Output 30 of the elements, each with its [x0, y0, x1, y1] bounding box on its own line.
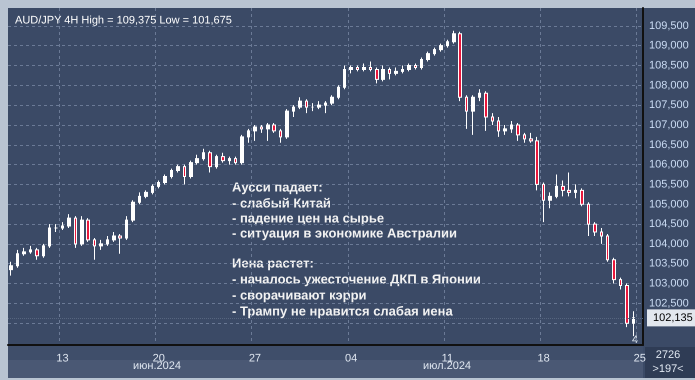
ref-line-label: 102,135 — [653, 312, 693, 324]
y-tick-label: 106,500 — [649, 138, 689, 151]
annotation: - началось ужесточение ДКП в Японии — [232, 272, 481, 286]
text: >197< — [652, 363, 684, 375]
y-tick-label: 103,000 — [649, 278, 689, 290]
y-tick-label: 107,500 — [649, 99, 689, 112]
annotation: - ситуация в экономике Австралии — [232, 226, 458, 240]
x-tick-label: 04 — [345, 352, 358, 364]
x-tick-label: 13 — [56, 352, 69, 364]
y-tick-label: 104,000 — [649, 238, 689, 250]
x-tick-label: 18 — [537, 352, 550, 364]
y-tick-label: 107,000 — [649, 118, 689, 131]
x-tick-label: 27 — [248, 352, 262, 364]
annotation: - падение цен на сырье — [232, 210, 384, 226]
y-tick-label: 106,000 — [649, 158, 689, 171]
y-tick-label: 103,500 — [649, 258, 689, 270]
y-tick-label: 105,000 — [649, 198, 689, 210]
x-tick-label: 25 — [634, 352, 646, 364]
y-tick-label: 108,000 — [649, 79, 689, 92]
text: 2726 — [656, 349, 680, 361]
annotation: Аусси падает: — [232, 180, 323, 194]
annotation: - сворачивают кэрри — [232, 288, 367, 302]
annotation: - Трампу не нравится слабая иена — [232, 304, 454, 318]
y-tick-label: 102,500 — [649, 297, 689, 310]
y-tick-label: 109,000 — [649, 40, 689, 52]
y-tick-label: 105,500 — [649, 178, 689, 190]
y-tick-label: 108,500 — [649, 59, 689, 72]
y-tick-label: 104,500 — [649, 218, 689, 230]
text: AUD/JPY 4H High = 109,375 Low = 101,675 — [15, 14, 232, 26]
y-tick-label: 109,500 — [649, 20, 689, 32]
